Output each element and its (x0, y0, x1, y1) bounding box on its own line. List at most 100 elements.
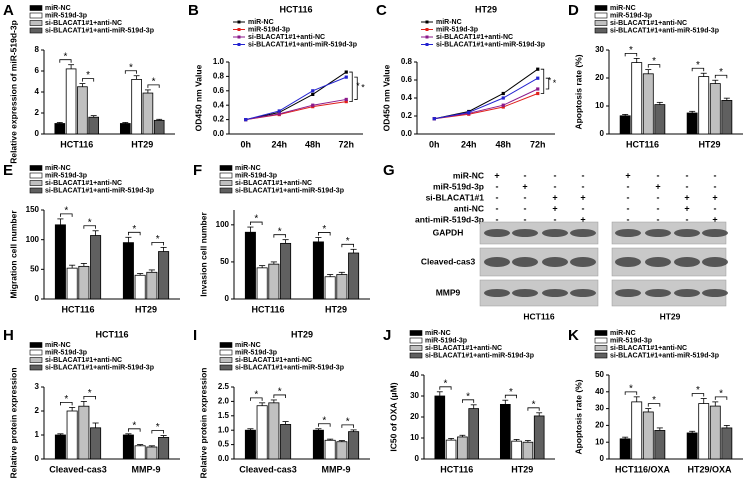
group-label: HCT116 (523, 311, 554, 321)
legend-label: miR-NC (436, 19, 462, 26)
legend-label: miR-519d-3p (248, 26, 290, 33)
blot-band (674, 257, 700, 267)
error-bar (633, 58, 640, 63)
legend-label: miR-519d-3p (45, 349, 87, 356)
error-bar (56, 122, 63, 124)
significance-label: * (466, 391, 470, 402)
bar (244, 429, 256, 460)
panel-letter: J (383, 327, 391, 344)
legend-swatch (594, 330, 608, 336)
condition-sign: - (554, 170, 557, 180)
error-bar (68, 64, 75, 69)
legend-swatch (29, 187, 43, 194)
condition-sign: + (522, 181, 527, 191)
y-tick-label: 1.0 (218, 425, 230, 434)
blot-band (484, 257, 510, 267)
error-bar (633, 396, 640, 402)
legend-label: si-BLACAT1#1+anti-NC (610, 345, 687, 352)
legend-label: si-BLACAT1#1+anti-NC (436, 34, 513, 41)
x-tick-label: MMP-9 (322, 464, 351, 474)
error-bar (137, 444, 144, 446)
bar (468, 408, 480, 460)
blot-band (702, 289, 728, 297)
bar (654, 430, 666, 460)
significance-bracket (60, 213, 73, 217)
error-bar (645, 408, 652, 412)
legend-label: miR-519d-3p (425, 337, 467, 344)
legend-swatch (219, 364, 233, 371)
bar (312, 241, 324, 300)
x-tick-label: HCT116 (440, 464, 473, 474)
legend-label: si-BLACAT1#1+anti-miR-519d-3p (235, 364, 344, 371)
y-tick-label: 3 (35, 382, 40, 391)
bar (66, 410, 78, 460)
y-tick-label: 50 (220, 257, 229, 266)
condition-sign: + (655, 181, 660, 191)
legend-swatch (219, 180, 233, 186)
x-tick-label: 0h (429, 139, 440, 149)
significance-label: * (696, 385, 700, 396)
significance-label: * (132, 420, 136, 431)
bar (709, 83, 721, 135)
error-bar (712, 401, 719, 407)
legend-label: miR-NC (45, 5, 71, 12)
legend-label: miR-519d-3p (436, 26, 478, 33)
error-bar (315, 237, 322, 242)
legend-label: si-BLACAT1#1+anti-NC (610, 20, 687, 27)
bar (445, 439, 457, 460)
significance-label: * (88, 388, 92, 399)
legend-swatch (29, 12, 43, 19)
condition-sign: + (552, 192, 557, 202)
bar (54, 434, 66, 460)
significance-bracket (647, 64, 661, 68)
error-bar (282, 239, 289, 244)
condition-sign: - (657, 203, 660, 213)
significance-bracket (714, 74, 728, 79)
condition-sign: - (627, 203, 630, 213)
error-bar (700, 398, 707, 404)
condition-sign: - (627, 214, 630, 224)
marker (536, 87, 540, 91)
x-tick-label: 24h (271, 139, 287, 149)
chart-title: HT29 (291, 329, 313, 339)
blot-band (615, 257, 641, 267)
x-tick-label: 72h (338, 139, 354, 149)
y-tick-label: 40 (410, 370, 419, 379)
legend-label: miR-NC (45, 342, 71, 349)
significance-label: * (64, 206, 68, 217)
panel-letter: B (188, 2, 199, 19)
significance-bracket (273, 394, 286, 398)
significance-bracket (81, 78, 95, 82)
error-bar (80, 262, 87, 267)
condition-sign: - (496, 214, 499, 224)
error-bar (137, 273, 144, 276)
y-tick-label: 50 (595, 370, 604, 379)
marker (344, 70, 348, 74)
blot-band (570, 257, 596, 267)
bar (642, 411, 654, 460)
significance-label: * (322, 224, 326, 235)
legend-label: miR-519d-3p (45, 172, 87, 179)
significance-bracket (691, 393, 705, 397)
x-tick-label: HCT116 (626, 139, 659, 149)
line (434, 88, 538, 120)
bar (511, 440, 522, 460)
bar (153, 119, 165, 135)
legend-label: miR-NC (610, 330, 636, 337)
x-tick-label: 24h (461, 139, 477, 149)
blot-band (615, 229, 641, 237)
y-tick-label: 20 (595, 421, 604, 430)
bar (146, 271, 158, 300)
error-bar (436, 391, 443, 396)
error-bar (536, 412, 543, 416)
error-bar (656, 427, 663, 431)
panel-letter: E (3, 162, 13, 179)
significance-bracket (250, 221, 263, 226)
y-axis-label: OD450 nm Value (381, 64, 391, 131)
bar (54, 123, 66, 135)
condition-sign: - (496, 181, 499, 191)
x-tick-label: 72h (530, 139, 546, 149)
y-tick-label: 20 (410, 412, 419, 421)
